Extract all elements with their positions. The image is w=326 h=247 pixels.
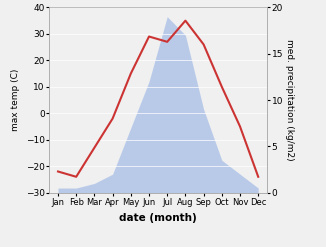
X-axis label: date (month): date (month) <box>119 213 197 223</box>
Y-axis label: med. precipitation (kg/m2): med. precipitation (kg/m2) <box>285 39 294 161</box>
Y-axis label: max temp (C): max temp (C) <box>11 69 20 131</box>
